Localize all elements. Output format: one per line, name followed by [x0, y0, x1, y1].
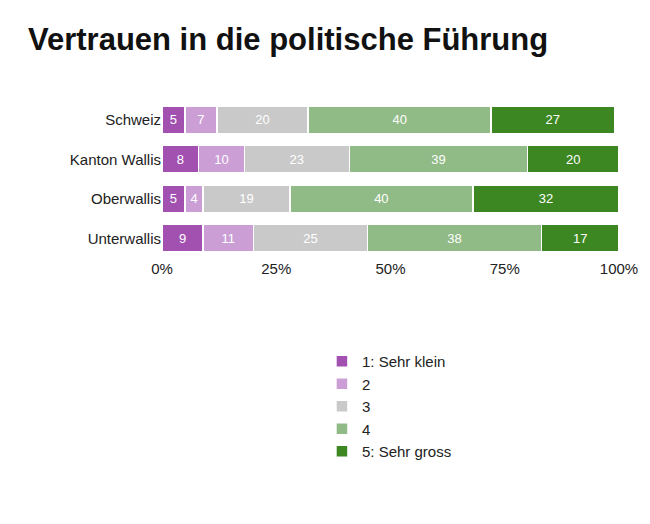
svg-text:4: 4: [362, 421, 370, 438]
svg-text:75%: 75%: [490, 260, 520, 277]
svg-text:25%: 25%: [261, 260, 291, 277]
svg-text:32: 32: [539, 191, 553, 206]
svg-text:10: 10: [214, 152, 228, 167]
svg-text:5: 5: [170, 191, 177, 206]
svg-text:0%: 0%: [151, 260, 173, 277]
svg-text:Oberwallis: Oberwallis: [91, 190, 161, 207]
svg-text:Schweiz: Schweiz: [105, 111, 161, 128]
svg-text:9: 9: [179, 231, 186, 246]
svg-text:3: 3: [362, 398, 370, 415]
svg-text:Vertrauen in die politische Fü: Vertrauen in die politische Führung: [28, 22, 548, 57]
svg-text:19: 19: [239, 191, 253, 206]
svg-text:5: 5: [170, 112, 177, 127]
svg-text:7: 7: [197, 112, 204, 127]
svg-text:40: 40: [392, 112, 406, 127]
svg-text:1: Sehr klein: 1: Sehr klein: [362, 353, 445, 370]
svg-text:11: 11: [222, 231, 236, 246]
svg-text:20: 20: [566, 152, 580, 167]
svg-text:39: 39: [431, 152, 445, 167]
svg-text:50%: 50%: [375, 260, 405, 277]
svg-text:23: 23: [290, 152, 304, 167]
svg-text:8: 8: [177, 152, 184, 167]
svg-text:40: 40: [374, 191, 388, 206]
svg-text:100%: 100%: [600, 260, 638, 277]
svg-text:20: 20: [255, 112, 269, 127]
svg-text:Kanton Wallis: Kanton Wallis: [70, 151, 161, 168]
svg-text:5: Sehr gross: 5: Sehr gross: [362, 443, 451, 460]
svg-text:2: 2: [362, 376, 370, 393]
svg-text:Unterwallis: Unterwallis: [88, 230, 161, 247]
svg-text:4: 4: [190, 191, 197, 206]
svg-text:38: 38: [447, 231, 461, 246]
svg-text:27: 27: [546, 112, 560, 127]
svg-text:17: 17: [573, 231, 587, 246]
svg-text:25: 25: [303, 231, 317, 246]
